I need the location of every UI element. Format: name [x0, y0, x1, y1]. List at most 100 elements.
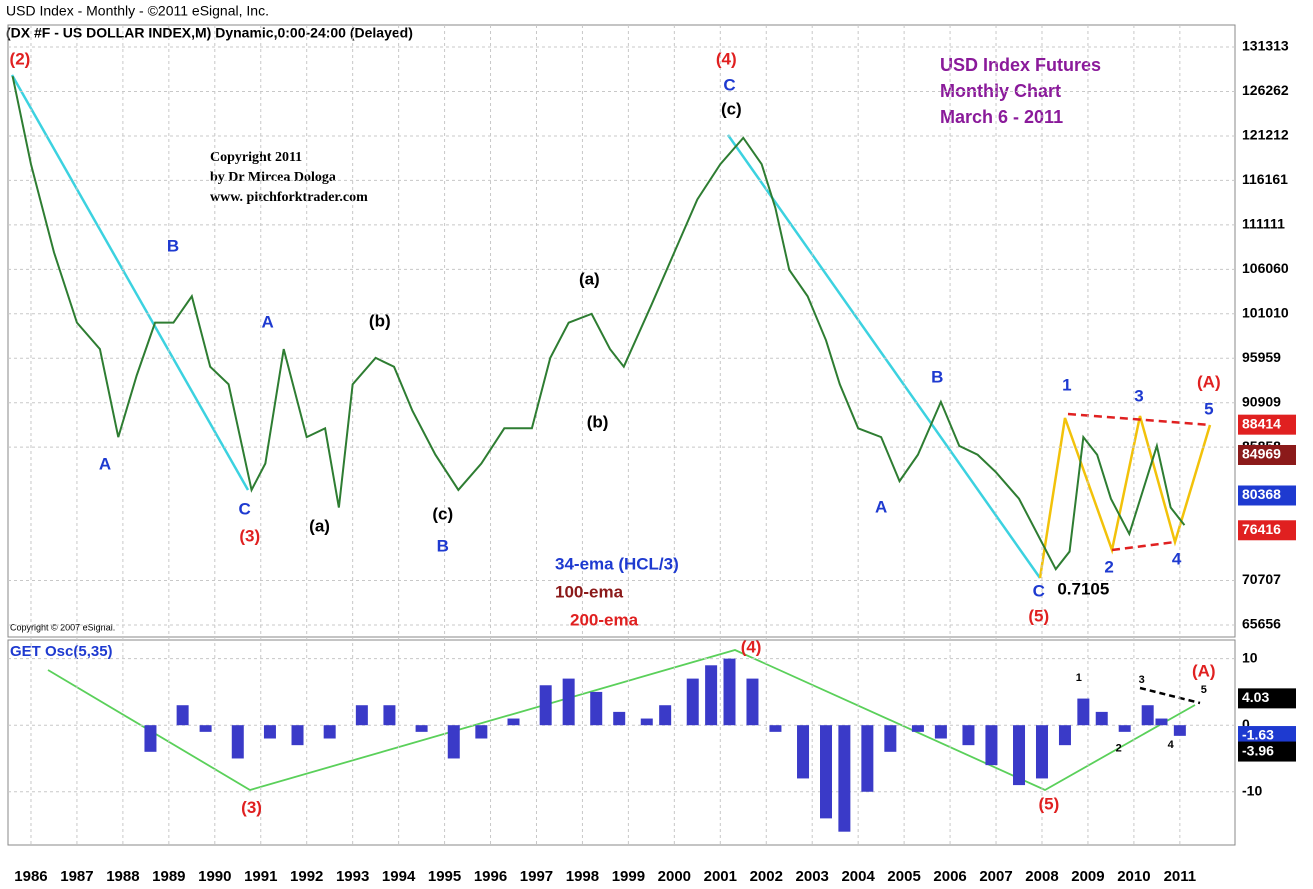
wave-label: C — [239, 499, 251, 518]
osc-bar — [820, 725, 832, 819]
osc-bar — [355, 705, 368, 726]
osc-bar — [176, 705, 189, 726]
chart-title-2: Monthly Chart — [940, 81, 1061, 101]
copyright-3: www. pitchforktrader.com — [210, 190, 368, 205]
osc-bar — [263, 725, 276, 739]
osc-bar — [291, 725, 304, 746]
y-tick-label: 111111 — [1242, 216, 1285, 232]
x-tick-label: 2009 — [1071, 868, 1104, 885]
wave-label: B — [167, 236, 179, 255]
value-box — [1238, 741, 1296, 762]
wave-label: (a) — [309, 516, 330, 535]
osc-channel — [1139, 686, 1201, 705]
osc-bar — [1118, 725, 1131, 732]
x-tick-label: 1994 — [382, 868, 416, 885]
y-tick-label: 10 — [1242, 649, 1258, 665]
y-tick-label: 106060 — [1242, 260, 1289, 276]
wave-label: 4 — [1168, 739, 1175, 751]
wave-label: 2 — [1116, 742, 1122, 754]
header-subtitle: (DX #F - US DOLLAR INDEX,M) Dynamic,0:00… — [6, 25, 413, 41]
osc-bar — [985, 725, 998, 766]
value-box — [1238, 414, 1296, 435]
wave-label: (5) — [1028, 607, 1049, 626]
value-box-label: 4.03 — [1242, 689, 1269, 705]
osc-bar — [415, 725, 428, 732]
value-box-label: 84969 — [1242, 446, 1281, 462]
osc-bar — [884, 725, 897, 752]
wave-label: (A) — [1197, 372, 1221, 391]
osc-bar — [723, 658, 736, 726]
channel-line — [1067, 412, 1211, 427]
wave-label: (c) — [432, 505, 453, 524]
wave-label: (3) — [241, 798, 262, 817]
osc-bar — [1173, 725, 1186, 736]
osc-bar — [769, 725, 782, 732]
osc-bar — [590, 691, 603, 726]
channel-line — [1111, 540, 1176, 552]
osc-trend — [47, 649, 1196, 792]
value-box-label: -3.96 — [1242, 742, 1274, 758]
trend-line — [10, 74, 250, 491]
wave-label: B — [437, 536, 449, 555]
trend-line — [726, 134, 1042, 579]
wave-label: 5 — [1204, 399, 1213, 418]
copyright-1: Copyright 2011 — [210, 150, 302, 165]
wave-label: C — [1033, 582, 1045, 601]
wave-label: 5 — [1201, 684, 1207, 696]
wave-label: (c) — [721, 99, 742, 118]
chart-title-1: USD Index Futures — [940, 55, 1101, 75]
osc-bar — [686, 678, 699, 726]
y-tick-label: 90909 — [1242, 393, 1281, 409]
osc-bar — [1141, 705, 1154, 726]
osc-bar — [231, 725, 244, 759]
x-tick-label: 1987 — [60, 868, 93, 885]
wave-label: A — [875, 497, 887, 516]
osc-bar — [746, 678, 759, 726]
wave-label: 3 — [1139, 674, 1145, 686]
wave-label: (a) — [579, 269, 600, 288]
y-tick-label: 95959 — [1242, 349, 1281, 365]
x-tick-label: 1986 — [14, 868, 47, 885]
value-box-label: -1.63 — [1242, 727, 1274, 743]
osc-bar — [934, 725, 947, 739]
wave-label: (4) — [741, 637, 762, 656]
value-box — [1238, 485, 1296, 506]
x-tick-label: 2004 — [841, 868, 875, 885]
osc-bar — [323, 725, 336, 739]
x-tick-label: 1993 — [336, 868, 369, 885]
osc-bar — [144, 725, 157, 752]
wave-label: (A) — [1192, 661, 1216, 680]
osc-bar — [705, 665, 718, 726]
osc-bar — [659, 705, 672, 726]
osc-bar — [1077, 698, 1090, 726]
y-tick-label: 116161 — [1242, 171, 1288, 187]
wave-label: 0.7105 — [1057, 580, 1109, 599]
wave-label: (b) — [369, 311, 391, 330]
x-tick-label: 2005 — [887, 868, 920, 885]
wave-label: (2) — [10, 49, 31, 68]
osc-bar — [539, 685, 552, 726]
value-box-label: 76416 — [1242, 521, 1281, 537]
osc-bar — [475, 725, 488, 739]
osc-bar — [962, 725, 975, 746]
x-tick-label: 2001 — [704, 868, 737, 885]
wave-label: 3 — [1134, 386, 1143, 405]
wave-label: B — [931, 367, 943, 386]
value-box — [1238, 444, 1296, 465]
value-box — [1238, 726, 1296, 747]
legend-label: 100-ema — [555, 582, 624, 601]
y-tick-label: -10 — [1242, 782, 1262, 798]
legend-label: 34-ema (HCL/3) — [555, 554, 679, 573]
copyright-2: by Dr Mircea Dologa — [210, 170, 336, 185]
osc-bar — [613, 711, 626, 726]
wave-label: 1 — [1062, 376, 1071, 395]
x-tick-label: 2002 — [750, 868, 783, 885]
osc-bar — [911, 725, 924, 732]
osc-bar — [1035, 725, 1048, 779]
x-tick-label: 1997 — [520, 868, 553, 885]
osc-bar — [1095, 711, 1108, 726]
wave-label: (4) — [716, 49, 737, 68]
osc-bar — [838, 725, 851, 832]
price-line — [11, 75, 1186, 571]
